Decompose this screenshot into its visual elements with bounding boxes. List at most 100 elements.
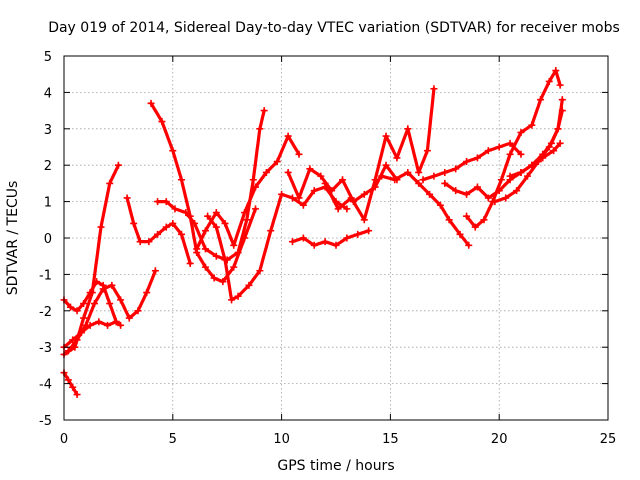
data-point-marker [158,118,166,126]
data-point-marker [212,252,220,260]
data-point-marker [343,234,351,242]
data-point-marker [99,285,107,293]
data-point-marker [90,300,98,308]
data-point-marker [114,161,122,169]
data-point-marker [186,259,194,267]
data-point-marker [537,96,545,104]
data-point-marker [473,183,481,191]
data-point-marker [221,256,229,264]
data-point-marker [201,227,209,235]
data-point-marker [426,190,434,198]
data-point-marker [528,161,536,169]
data-series-sat-n [378,168,473,249]
data-point-marker [134,307,142,315]
data-point-marker [256,267,264,275]
data-point-marker [436,201,444,209]
data-point-marker [378,172,386,180]
y-tick-label: -2 [39,305,52,320]
data-point-marker [463,158,471,166]
data-point-marker [201,263,209,271]
data-point-marker [69,383,77,391]
data-point-marker [267,227,275,235]
data-point-marker [506,139,514,147]
data-point-marker [404,125,412,133]
data-point-marker [256,125,264,133]
series-track [421,141,523,182]
x-tick-label: 25 [600,432,617,447]
y-tick-label: 5 [44,50,52,65]
data-point-marker [365,227,373,235]
y-axis-label: SDTVAR / TECUs [5,181,21,296]
data-point-marker [278,190,286,198]
x-tick-label: 15 [382,432,399,447]
data-point-marker [299,234,307,242]
data-point-marker [123,194,131,202]
data-point-marker [539,150,547,158]
data-point-marker [228,296,236,304]
data-point-marker [343,205,351,213]
data-point-marker [143,289,151,297]
data-point-marker [251,183,259,191]
data-point-marker [334,205,342,213]
data-point-marker [288,238,296,246]
data-point-marker [491,198,499,206]
data-point-marker [273,158,281,166]
data-point-marker [243,216,251,224]
data-point-marker [145,238,153,246]
data-point-marker [382,161,390,169]
data-point-marker [360,216,368,224]
data-point-marker [347,194,355,202]
data-point-marker [415,179,423,187]
data-point-marker [517,150,525,158]
data-point-marker [393,154,401,162]
data-point-marker [178,176,186,184]
data-point-marker [441,168,449,176]
data-point-marker [523,172,531,180]
data-point-marker [502,194,510,202]
data-point-marker [360,190,368,198]
axis-ticks: 0 5 10 15 20 25 -5 -4 -3 -2 -1 0 1 2 3 4 5 [39,50,616,447]
data-point-marker [554,125,562,133]
data-point-marker [73,307,81,315]
data-series-sat-m [321,85,438,224]
series-track [493,109,564,204]
data-point-marker [445,216,453,224]
data-point-marker [178,230,186,238]
data-point-marker [528,121,536,129]
data-point-marker [262,168,270,176]
data-point-marker [382,132,390,140]
data-point-marker [204,212,212,220]
data-point-marker [147,99,155,107]
data-point-marker [64,347,72,355]
data-point-marker [321,179,329,187]
data-point-marker [212,209,220,217]
data-point-marker [430,85,438,93]
data-point-marker [506,172,514,180]
data-point-marker [249,176,257,184]
data-point-marker [73,336,81,344]
data-point-marker [430,172,438,180]
data-point-marker [169,147,177,155]
data-point-marker [465,241,473,249]
data-point-marker [295,150,303,158]
x-tick-label: 20 [491,432,508,447]
data-point-marker [419,176,427,184]
data-series-sat-d [60,161,122,358]
data-point-marker [473,154,481,162]
data-point-marker [230,263,238,271]
data-point-marker [151,267,159,275]
chart-title: Day 019 of 2014, Sidereal Day-to-day VTE… [48,20,620,36]
data-point-marker [162,223,170,231]
grid [64,56,608,420]
data-point-marker [82,321,90,329]
data-series-sat-k [288,227,373,249]
data-point-marker [497,176,505,184]
data-series-sat-i [193,132,303,253]
data-point-marker [201,245,209,253]
data-point-marker [513,187,521,195]
data-point-marker [241,209,249,217]
data-point-marker [423,147,431,155]
data-point-marker [67,303,75,311]
series-track [149,101,258,284]
data-series-sat-j [204,183,351,304]
